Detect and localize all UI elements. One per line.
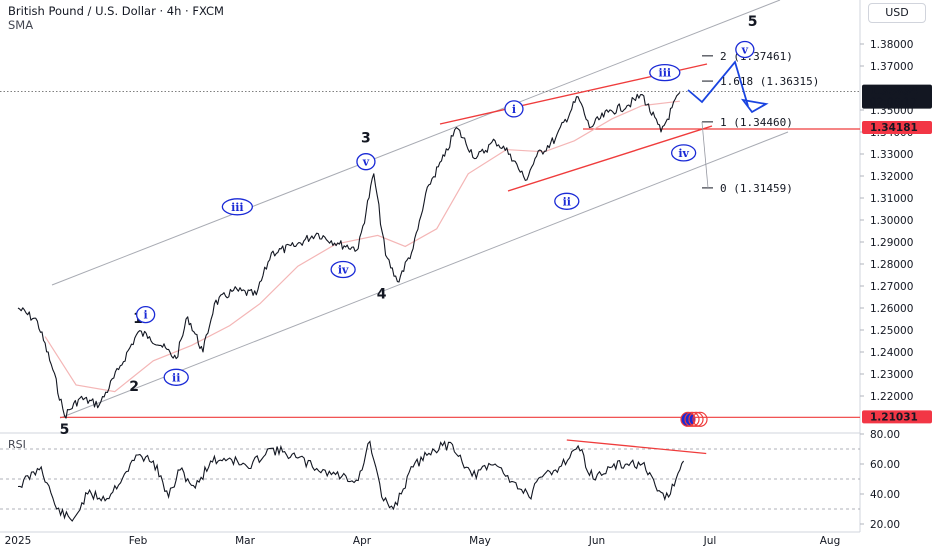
price-tag-level[interactable] bbox=[862, 121, 932, 135]
price-tag-countdown: 02:06:17 bbox=[870, 97, 917, 109]
fib-level-label: 1.618 (1.36315) bbox=[720, 75, 819, 88]
time-tick-label: Jun bbox=[588, 535, 605, 547]
price-tick-label: 1.28000 bbox=[870, 259, 913, 271]
wave-label-text: ii bbox=[172, 371, 180, 384]
price-tag-last[interactable] bbox=[862, 84, 932, 109]
price-tick-label: 1.32000 bbox=[870, 171, 913, 183]
time-tick-label: Apr bbox=[353, 535, 372, 547]
price-tag-value: 1.35834 bbox=[870, 86, 918, 98]
rsi-divergence-line bbox=[566, 439, 707, 455]
rsi-tick-label: 80.00 bbox=[870, 429, 900, 441]
price-tick-label: 1.38000 bbox=[870, 39, 913, 51]
time-tick-label: Jul bbox=[703, 535, 717, 547]
wave-label-text: iv bbox=[678, 147, 689, 160]
wave-label-text: 2 bbox=[129, 379, 139, 395]
wave-label-circle bbox=[670, 144, 697, 162]
price-tick-label: 1.24000 bbox=[870, 347, 913, 359]
wedge-lower-line bbox=[507, 125, 713, 192]
price-tick-label: 1.33000 bbox=[870, 149, 913, 161]
event-marker-icon[interactable] bbox=[688, 411, 704, 427]
sma-line bbox=[44, 100, 680, 393]
chart-title: British Pound / U.S. Dollar · 4h · FXCM bbox=[8, 4, 224, 18]
price-tag-value: 1.34181 bbox=[870, 122, 918, 134]
price-tick-label: 1.22000 bbox=[870, 391, 913, 403]
event-marker-icon[interactable] bbox=[684, 411, 700, 427]
price-tick-label: 1.27000 bbox=[870, 281, 913, 293]
projection-path bbox=[687, 60, 749, 107]
price-tick-label: 1.31000 bbox=[870, 193, 913, 205]
wave-label-text: iv bbox=[338, 264, 349, 277]
wave-label-text: i bbox=[512, 103, 516, 116]
wave-label-text: v bbox=[741, 44, 749, 57]
time-tick-label: Mar bbox=[235, 535, 255, 547]
price-tick-label: 1.26000 bbox=[870, 303, 913, 315]
rsi-tick-label: 20.00 bbox=[870, 519, 900, 531]
wave-label-circle bbox=[330, 260, 356, 279]
fib-level-label: 0 (1.31459) bbox=[720, 182, 793, 195]
wave-label-text: v bbox=[362, 156, 370, 169]
wave-label-circle bbox=[356, 153, 376, 171]
rsi-series-line bbox=[17, 440, 685, 522]
wave-label-circle bbox=[135, 305, 156, 324]
time-tick-label: Feb bbox=[129, 535, 148, 547]
wave-label-circle bbox=[735, 40, 755, 59]
time-tick-label: Aug bbox=[820, 535, 841, 547]
time-tick-label: 2025 bbox=[5, 535, 32, 547]
price-tick-label: 1.30000 bbox=[870, 215, 913, 227]
wave-label-text: i bbox=[144, 309, 148, 322]
wave-label-text: 3 bbox=[361, 131, 371, 147]
price-tag-value: 1.21031 bbox=[870, 411, 918, 423]
event-marker-icon[interactable] bbox=[680, 411, 696, 427]
price-tag-level[interactable] bbox=[862, 410, 932, 424]
price-tick-label: 1.23000 bbox=[870, 369, 913, 381]
wave-label-text: iii bbox=[659, 67, 672, 80]
price-tick-label: 1.25000 bbox=[870, 325, 913, 337]
wave-label-circle bbox=[649, 63, 681, 82]
indicator-label-rsi[interactable]: RSI bbox=[8, 438, 26, 451]
price-series-line bbox=[17, 92, 681, 419]
fib-connector-line bbox=[701, 121, 709, 188]
indicator-label-sma[interactable]: SMA bbox=[8, 18, 34, 32]
wave-label-text: 5 bbox=[60, 422, 70, 438]
fib-level-label: 1 (1.34460) bbox=[720, 116, 793, 129]
price-tick-label: 1.37000 bbox=[870, 61, 913, 73]
wave-label-circle bbox=[504, 100, 524, 118]
rsi-tick-label: 60.00 bbox=[870, 459, 900, 471]
event-marker-icon[interactable] bbox=[692, 411, 708, 427]
channel-upper-line bbox=[51, 0, 781, 286]
time-tick-label: May bbox=[469, 535, 491, 547]
wave-label-circle bbox=[554, 192, 580, 210]
wave-label-text: iii bbox=[231, 201, 244, 214]
fib-level-label: 2 (1.37461) bbox=[720, 50, 793, 63]
wave-label-circle bbox=[221, 198, 254, 216]
currency-button[interactable]: USD bbox=[868, 3, 926, 23]
rsi-tick-label: 40.00 bbox=[870, 489, 900, 501]
wave-label-text: 5 bbox=[748, 14, 758, 30]
price-tick-label: 1.29000 bbox=[870, 237, 913, 249]
wave-label-circle bbox=[163, 368, 189, 386]
projection-arrow-head bbox=[740, 98, 769, 114]
wave-label-text: 4 bbox=[377, 287, 387, 303]
wave-label-text: ii bbox=[563, 195, 571, 208]
